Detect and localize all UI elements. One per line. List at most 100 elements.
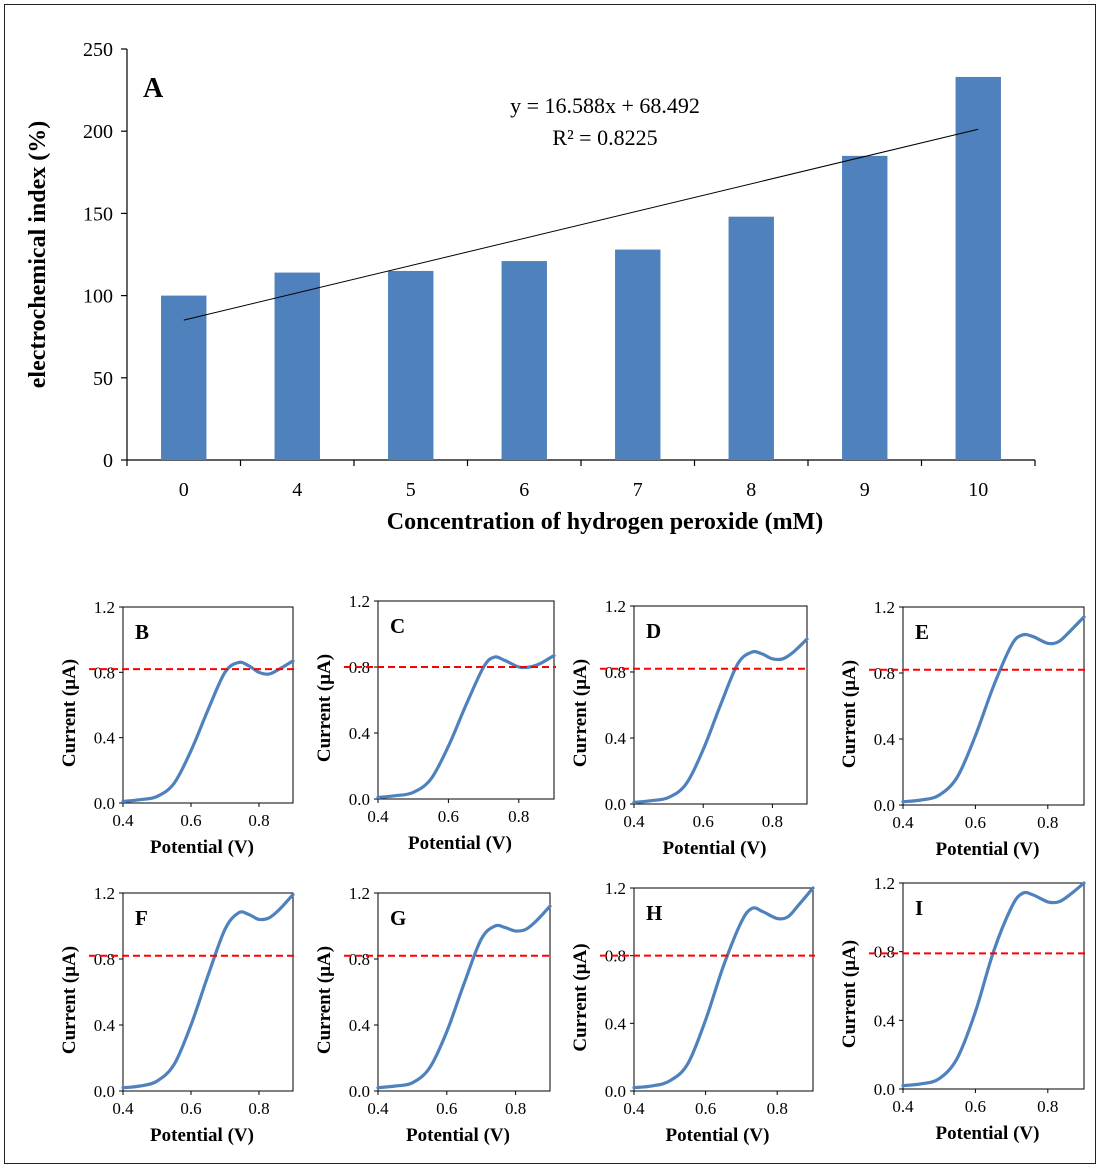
x-tick-label: 0.4 xyxy=(892,813,914,832)
x-tick-label: 0.8 xyxy=(762,812,783,831)
x-tick-label-a: 4 xyxy=(292,479,302,501)
current-curve xyxy=(121,659,295,803)
y-tick-label: 0.4 xyxy=(94,1016,116,1035)
x-tick-label: 0.6 xyxy=(965,813,986,832)
y-tick-label: 0.0 xyxy=(349,1082,370,1101)
bar xyxy=(501,261,547,460)
x-tick-label: 0.8 xyxy=(248,811,269,830)
plot-frame xyxy=(633,605,808,805)
y-tick-label: 0.0 xyxy=(94,794,115,813)
y-tick-label: 0.8 xyxy=(874,943,895,962)
trendline-equation: y = 16.588x + 68.492 xyxy=(510,93,700,118)
x-tick-label: 0.8 xyxy=(1037,813,1058,832)
panel-label-d: D xyxy=(646,619,661,643)
x-tick-label: 0.4 xyxy=(623,812,645,831)
y-tick-label-a: 150 xyxy=(83,203,113,225)
current-curve xyxy=(121,893,295,1090)
y-tick-label-a: 100 xyxy=(83,286,113,308)
x-tick-label: 0.8 xyxy=(248,1099,269,1118)
bar-chart-a: 0 50 100 150 200 250 0 4 5 6 7 8 9 10 y = 16.588x + 68… xyxy=(25,39,1036,535)
bar xyxy=(388,270,434,460)
x-tick-label: 0.8 xyxy=(767,1099,788,1118)
y-tick-label: 0.4 xyxy=(874,1011,896,1030)
current-curve xyxy=(632,637,809,804)
current-curve xyxy=(376,653,556,799)
figure-frame: 0 50 100 150 200 250 0 4 5 6 7 8 9 10 y = 16.588x + 68… xyxy=(4,4,1096,1164)
x-tick-label: 0.6 xyxy=(180,811,201,830)
y-tick-label: 0.8 xyxy=(605,663,626,682)
x-tick-label-a: 8 xyxy=(746,479,756,501)
panel-label-c: C xyxy=(390,614,405,638)
plot-frame xyxy=(122,606,294,804)
y-tick-label: 0.8 xyxy=(874,664,895,683)
panel-label-h: H xyxy=(646,901,662,925)
y-tick-label-a: 0 xyxy=(103,450,113,472)
x-tick-label: 0.6 xyxy=(695,1099,716,1118)
panel-label-a: A xyxy=(143,73,164,104)
x-axis-title: Potential (V) xyxy=(666,1125,770,1146)
y-tick-label: 0.8 xyxy=(94,950,115,969)
y-tick-label: 0.4 xyxy=(349,1016,371,1035)
panel-label-i: I xyxy=(915,896,923,920)
bar xyxy=(842,155,888,461)
plot-frame xyxy=(377,892,551,1092)
y-tick-label: 0.4 xyxy=(605,729,627,748)
bar xyxy=(728,216,774,460)
y-tick-label: 1.2 xyxy=(94,884,115,903)
panel-label-e: E xyxy=(915,620,929,644)
bar xyxy=(615,249,661,460)
y-axis-title: Current (µA) xyxy=(314,946,335,1054)
y-tick-label-a: 50 xyxy=(93,368,113,390)
y-axis-title: Current (µA) xyxy=(839,940,860,1048)
x-axis-title-a: Concentration of hydrogen peroxide (mM) xyxy=(387,509,823,535)
bar xyxy=(955,76,1001,460)
x-tick-label: 0.6 xyxy=(438,807,459,826)
y-tick-label: 1.2 xyxy=(349,884,370,903)
x-tick-label-a: 6 xyxy=(519,479,529,501)
x-axis-title: Potential (V) xyxy=(150,837,254,858)
plot-frame xyxy=(122,892,294,1092)
y-axis-title: Current (µA) xyxy=(59,946,80,1054)
x-tick-label: 0.8 xyxy=(508,807,529,826)
x-axis-title: Potential (V) xyxy=(936,1123,1040,1144)
y-tick-label: 1.2 xyxy=(94,598,115,617)
y-axis-title: Current (µA) xyxy=(839,660,860,768)
x-tick-label: 0.6 xyxy=(965,1097,986,1116)
x-tick-label-a: 9 xyxy=(860,479,870,501)
x-axis-title: Potential (V) xyxy=(150,1125,254,1146)
y-tick-label-a: 200 xyxy=(83,121,113,143)
y-tick-label: 0.0 xyxy=(874,796,895,815)
x-tick-label: 0.4 xyxy=(112,1099,134,1118)
plot-frame xyxy=(902,882,1085,1090)
x-tick-label: 0.4 xyxy=(367,807,389,826)
y-tick-label: 0.8 xyxy=(349,950,370,969)
x-tick-label-a: 10 xyxy=(968,479,988,501)
y-axis-title: Current (µA) xyxy=(59,659,80,767)
y-axis-title: Current (µA) xyxy=(570,943,591,1051)
bar xyxy=(161,295,207,460)
current-curve xyxy=(376,904,552,1090)
x-tick-label: 0.6 xyxy=(693,812,714,831)
x-axis-title: Potential (V) xyxy=(663,838,767,859)
y-tick-label: 0.0 xyxy=(349,790,370,809)
x-axis-title: Potential (V) xyxy=(408,833,512,854)
x-tick-label: 0.4 xyxy=(892,1097,914,1116)
plot-frame xyxy=(377,600,555,800)
panel-label-b: B xyxy=(135,620,149,644)
panel-label-f: F xyxy=(135,906,148,930)
y-tick-label: 0.4 xyxy=(874,730,896,749)
y-tick-label: 0.0 xyxy=(874,1080,895,1099)
current-curve xyxy=(901,881,1086,1088)
y-tick-label: 1.2 xyxy=(874,598,895,617)
y-tick-label: 1.2 xyxy=(605,879,626,898)
y-axis-title: Current (µA) xyxy=(570,659,591,767)
y-tick-label: 0.4 xyxy=(349,724,371,743)
x-tick-label-a: 7 xyxy=(633,479,643,501)
